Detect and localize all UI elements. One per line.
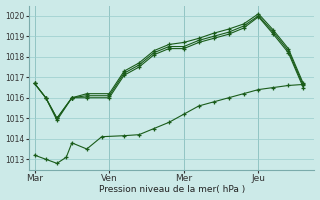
X-axis label: Pression niveau de la mer( hPa ): Pression niveau de la mer( hPa ) bbox=[99, 185, 245, 194]
